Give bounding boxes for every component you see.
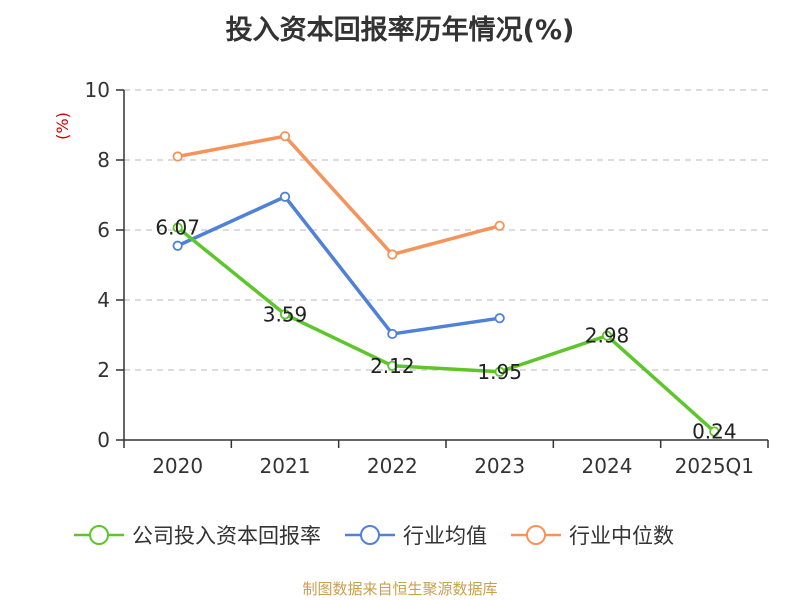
legend-label: 行业均值 bbox=[403, 524, 487, 548]
data-label: 3.59 bbox=[263, 302, 308, 326]
x-tick-label: 2022 bbox=[367, 454, 418, 478]
x-tick-label: 2023 bbox=[474, 454, 525, 478]
legend-line-circle-icon bbox=[74, 525, 124, 545]
data-point bbox=[494, 313, 505, 324]
data-point bbox=[279, 309, 291, 320]
data-point bbox=[172, 222, 183, 233]
y-tick-label: 10 bbox=[85, 78, 110, 102]
data-point bbox=[494, 220, 505, 231]
legend-item: 公司投入资本回报率 bbox=[72, 520, 321, 550]
legend-label: 公司投入资本回报率 bbox=[132, 524, 321, 548]
series-line bbox=[176, 195, 500, 336]
data-label: 6.07 bbox=[155, 216, 200, 240]
data-label: 2.98 bbox=[585, 324, 630, 348]
legend-label: 行业中位数 bbox=[569, 524, 674, 548]
chart-title: 投入资本回报率历年情况(%) bbox=[225, 15, 575, 46]
y-tick-label: 6 bbox=[97, 218, 110, 242]
data-label: 0.24 bbox=[692, 420, 737, 444]
x-tick-label: 2024 bbox=[582, 454, 633, 478]
y-tick-label: 4 bbox=[97, 288, 110, 312]
data-label: 2.12 bbox=[370, 354, 415, 378]
data-label: 1.95 bbox=[477, 360, 522, 384]
data-point bbox=[387, 360, 398, 371]
legend-line-circle-icon bbox=[511, 525, 561, 545]
legend-line-circle-icon bbox=[345, 525, 395, 545]
data-point bbox=[709, 426, 720, 437]
legend-item: 行业均值 bbox=[343, 520, 487, 550]
data-point bbox=[172, 240, 183, 251]
source-note: 制图数据来自恒生聚源数据库 bbox=[302, 580, 498, 598]
y-tick-label: 0 bbox=[97, 428, 110, 452]
y-tick-label: 8 bbox=[97, 148, 110, 172]
y-tick-label: 2 bbox=[97, 358, 110, 382]
data-point bbox=[387, 328, 398, 340]
data-point bbox=[279, 191, 291, 202]
data-point bbox=[279, 131, 291, 142]
data-point bbox=[172, 151, 183, 162]
legend-item: 行业中位数 bbox=[509, 520, 674, 550]
x-tick-label: 2025Q1 bbox=[675, 454, 754, 478]
data-point bbox=[387, 249, 398, 260]
series-line bbox=[176, 226, 716, 433]
x-tick-label: 2021 bbox=[260, 454, 311, 478]
legend: 公司投入资本回报率 行业均值 行业中位数 bbox=[72, 520, 696, 550]
y-axis-label: (%) bbox=[53, 112, 72, 140]
data-point bbox=[601, 330, 613, 341]
data-point bbox=[494, 366, 505, 377]
x-tick-label: 2020 bbox=[152, 454, 203, 478]
series-line bbox=[177, 134, 501, 257]
